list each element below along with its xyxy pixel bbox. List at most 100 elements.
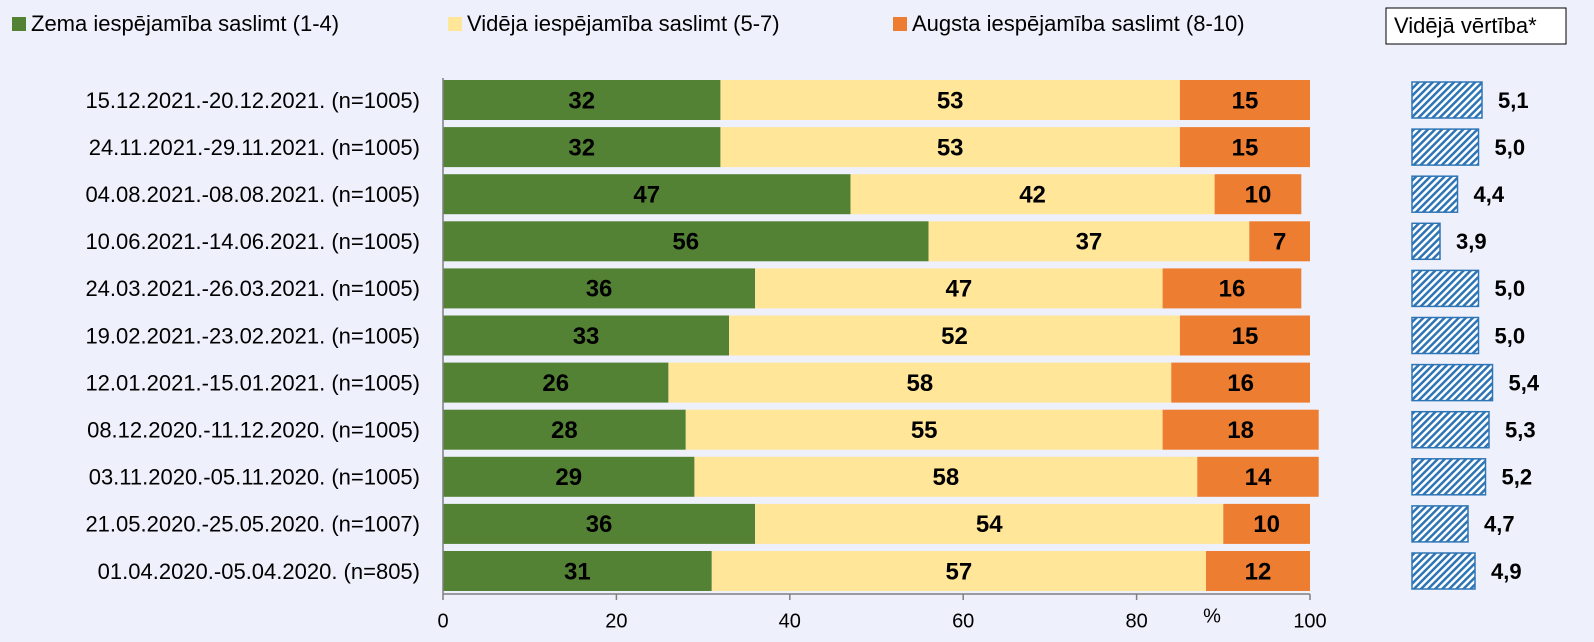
bar xyxy=(1411,128,1480,166)
data-label: 33 xyxy=(573,323,600,350)
data-label: 5,0 xyxy=(1495,323,1526,348)
category-label: 24.11.2021.-29.11.2021. (n=1005) xyxy=(89,135,420,160)
category-label: 21.05.2020.-25.05.2020. (n=1007) xyxy=(85,512,420,537)
bar-segment xyxy=(443,409,686,450)
bar-segment xyxy=(1214,174,1302,215)
data-label: 36 xyxy=(586,276,613,303)
data-label: 5,2 xyxy=(1502,465,1533,490)
x-tick-label: 40 xyxy=(779,610,801,632)
data-label: 47 xyxy=(946,276,973,303)
data-label: 58 xyxy=(906,370,933,397)
data-label: 5,1 xyxy=(1498,88,1529,113)
category-label: 24.03.2021.-26.03.2021. (n=1005) xyxy=(85,276,420,301)
bar-segment xyxy=(850,174,1215,215)
bar-segment xyxy=(443,80,721,120)
data-label: 5,4 xyxy=(1509,370,1540,395)
data-label: 36 xyxy=(586,511,613,538)
data-label: 18 xyxy=(1227,417,1254,444)
bar-segment xyxy=(1162,268,1302,309)
bar-segment xyxy=(443,315,730,356)
data-label: 47 xyxy=(633,182,660,209)
category-label: 10.06.2021.-14.06.2021. (n=1005) xyxy=(85,229,420,254)
bar-segment xyxy=(711,551,1206,591)
bar-segment xyxy=(1205,551,1310,591)
bar xyxy=(1411,269,1480,308)
category-label: 19.02.2021.-23.02.2021. (n=1005) xyxy=(85,323,420,348)
data-label: 14 xyxy=(1245,464,1272,491)
data-label: 5,3 xyxy=(1505,418,1536,443)
legend-swatch xyxy=(893,17,907,31)
data-label: 26 xyxy=(542,370,569,397)
data-label: 54 xyxy=(976,511,1003,538)
data-label: 55 xyxy=(911,417,938,444)
legend-swatch xyxy=(448,17,462,31)
legend-swatch xyxy=(12,17,26,31)
legend-label: Augsta iespējamība saslimt (8-10) xyxy=(912,11,1245,36)
bar xyxy=(1411,458,1487,496)
bar-segment xyxy=(443,362,669,403)
legend-label: Vidējā vērtība* xyxy=(1394,13,1537,38)
category-label: 15.12.2021.-20.12.2021. (n=1005) xyxy=(85,88,420,113)
bar-segment xyxy=(1223,503,1310,544)
bar-segment xyxy=(1179,127,1310,168)
category-label: 04.08.2021.-08.08.2021. (n=1005) xyxy=(85,182,420,207)
data-label: 15 xyxy=(1232,134,1259,161)
bar xyxy=(1411,316,1480,355)
bar-segment xyxy=(443,456,695,497)
data-label: 5,0 xyxy=(1495,276,1526,301)
bar-segment xyxy=(720,80,1180,120)
bar-segment xyxy=(694,456,1198,497)
data-label: 57 xyxy=(946,558,973,585)
data-label: 52 xyxy=(941,323,968,350)
data-label: 4,9 xyxy=(1491,559,1522,584)
bar xyxy=(1411,222,1441,261)
bar xyxy=(1411,81,1483,119)
bar-segment xyxy=(720,127,1180,168)
data-label: 32 xyxy=(568,134,595,161)
bar xyxy=(1411,505,1469,543)
bar-segment xyxy=(443,174,851,215)
data-label: 10 xyxy=(1245,182,1272,209)
bar-segment xyxy=(1249,221,1310,262)
category-label: 03.11.2020.-05.11.2020. (n=1005) xyxy=(89,465,420,490)
legend-label: Vidēja iespējamība saslimt (5-7) xyxy=(467,11,780,36)
bar-segment xyxy=(1171,362,1310,403)
bar xyxy=(1411,363,1494,402)
bar xyxy=(1411,552,1476,590)
bar-segment xyxy=(928,221,1250,262)
x-tick-label: 60 xyxy=(952,610,974,632)
bar-segment xyxy=(755,268,1163,309)
bar-segment xyxy=(443,221,929,262)
data-label: 5,0 xyxy=(1495,135,1526,160)
data-label: 53 xyxy=(937,134,964,161)
bar-segment xyxy=(1179,315,1310,356)
data-label: 42 xyxy=(1019,182,1046,209)
bar-segment xyxy=(755,503,1224,544)
data-label: 7 xyxy=(1273,229,1286,256)
x-tick-label: 80 xyxy=(1125,610,1147,632)
data-label: 15 xyxy=(1232,87,1259,114)
bar-segment xyxy=(443,503,756,544)
x-tick-label: 20 xyxy=(605,610,627,632)
data-label: 56 xyxy=(672,229,699,256)
data-label: 16 xyxy=(1219,276,1246,303)
category-label: 12.01.2021.-15.01.2021. (n=1005) xyxy=(85,370,420,395)
x-tick-label: 100 xyxy=(1293,610,1326,632)
data-label: 32 xyxy=(568,87,595,114)
x-axis-label: % xyxy=(1203,605,1221,627)
data-label: 4,7 xyxy=(1484,512,1515,537)
data-label: 29 xyxy=(555,464,582,491)
bar-segment xyxy=(668,362,1172,403)
data-label: 28 xyxy=(551,417,578,444)
data-label: 58 xyxy=(933,464,960,491)
legend-label: Zema iespējamība saslimt (1-4) xyxy=(31,11,339,36)
x-tick-label: 0 xyxy=(437,610,448,632)
data-label: 16 xyxy=(1227,370,1254,397)
bar-segment xyxy=(1162,409,1319,450)
data-label: 37 xyxy=(1076,229,1103,256)
data-label: 31 xyxy=(564,558,591,585)
data-label: 12 xyxy=(1245,558,1272,585)
bar xyxy=(1411,410,1490,449)
bar-segment xyxy=(1179,80,1310,120)
